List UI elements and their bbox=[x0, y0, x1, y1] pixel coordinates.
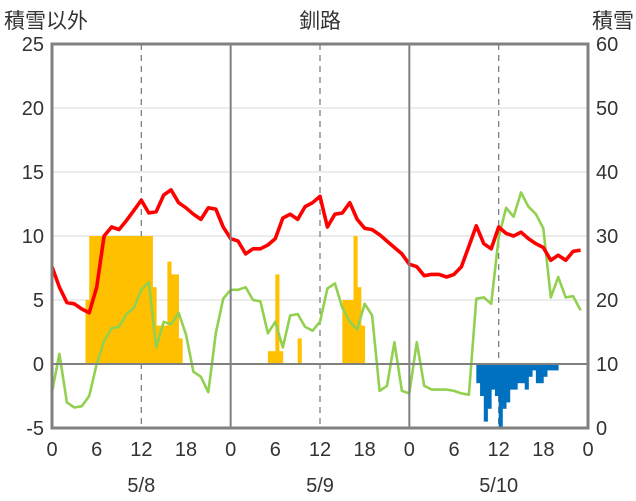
precip-bar bbox=[349, 300, 354, 364]
x-tick-label: 12 bbox=[130, 439, 152, 461]
precip-bar bbox=[178, 338, 183, 364]
precip-bar bbox=[111, 236, 116, 364]
day-label: 5/9 bbox=[306, 475, 334, 497]
y-right-tick-label: 40 bbox=[596, 162, 618, 184]
y-right-tick-label: 30 bbox=[596, 226, 618, 248]
snow-depth-bar bbox=[521, 364, 526, 384]
x-tick-label: 18 bbox=[532, 439, 554, 461]
precip-bar bbox=[360, 325, 366, 364]
snow-depth-bar bbox=[532, 364, 537, 371]
day-label: 5/8 bbox=[127, 475, 155, 497]
y-left-tick-label: 25 bbox=[22, 34, 44, 56]
y-left-tick-label: 5 bbox=[33, 290, 44, 312]
precip-bar bbox=[297, 338, 302, 364]
y-right-tick-label: 10 bbox=[596, 354, 618, 376]
x-tick-label: 0 bbox=[582, 439, 593, 461]
precip-bar bbox=[159, 325, 165, 364]
precip-bar bbox=[130, 236, 135, 364]
snow-depth-bar bbox=[506, 364, 511, 403]
precip-bar bbox=[100, 236, 105, 364]
x-tick-label: 6 bbox=[270, 439, 281, 461]
y-right-tick-label: 50 bbox=[596, 98, 618, 120]
precip-bar bbox=[145, 236, 150, 364]
y-right-tick-label: 0 bbox=[596, 418, 607, 440]
x-tick-label: 18 bbox=[354, 439, 376, 461]
precip-bar bbox=[271, 351, 276, 364]
x-tick-label: 6 bbox=[91, 439, 102, 461]
snow-depth-bar bbox=[494, 364, 500, 396]
precip-bar bbox=[346, 300, 351, 364]
precip-bar bbox=[279, 351, 284, 364]
x-tick-label: 18 bbox=[175, 439, 197, 461]
snow-depth-bar bbox=[554, 364, 559, 371]
snow-depth-bar bbox=[480, 364, 485, 396]
precip-bar bbox=[163, 325, 168, 364]
snow-depth-bar bbox=[483, 364, 488, 422]
precip-bar bbox=[353, 236, 358, 364]
plot-border bbox=[50, 42, 590, 430]
snow-depth-bar bbox=[491, 364, 496, 390]
day-label: 5/10 bbox=[479, 475, 518, 497]
precip-bar bbox=[122, 236, 127, 364]
y-left-tick-label: -5 bbox=[26, 418, 44, 440]
precip-bar bbox=[275, 274, 280, 364]
precip-bar bbox=[96, 236, 101, 364]
x-tick-label: 6 bbox=[448, 439, 459, 461]
y-left-tick-label: 15 bbox=[22, 162, 44, 184]
x-tick-label: 0 bbox=[404, 439, 415, 461]
precip-bar bbox=[115, 236, 120, 364]
snow-depth-bar bbox=[539, 364, 544, 384]
precip-bar bbox=[167, 261, 172, 364]
x-tick-label: 0 bbox=[46, 439, 57, 461]
chart-title: 釧路 bbox=[299, 10, 341, 33]
x-tick-label: 12 bbox=[309, 439, 331, 461]
precip-bar bbox=[107, 236, 112, 364]
y-left-tick-label: 10 bbox=[22, 226, 44, 248]
temperature-line bbox=[50, 188, 581, 315]
precip-bar bbox=[267, 351, 273, 364]
precip-bar bbox=[85, 300, 90, 364]
snow-depth-bar bbox=[502, 364, 507, 409]
snow-depth-bar bbox=[524, 364, 529, 390]
precip-bar bbox=[141, 236, 146, 364]
snow-depth-bar bbox=[513, 364, 518, 390]
precip-bar bbox=[126, 236, 131, 364]
snow-depth-bar bbox=[498, 364, 503, 428]
plot-frame bbox=[50, 42, 590, 430]
snow-depth-bar bbox=[528, 364, 533, 377]
snow-depth-bar bbox=[535, 364, 541, 384]
precip-bar bbox=[104, 236, 109, 364]
precip-bar bbox=[92, 236, 98, 364]
snow-depth-bar bbox=[547, 364, 552, 371]
y-right-tick-label: 60 bbox=[596, 34, 618, 56]
y-left-axis-label: 積雪以外 bbox=[4, 10, 88, 33]
snow-depth-bar bbox=[487, 364, 492, 409]
precip-bar bbox=[119, 236, 124, 364]
other-series-line bbox=[50, 191, 582, 409]
y-right-tick-label: 20 bbox=[596, 290, 618, 312]
snow-depth-bar bbox=[543, 364, 548, 377]
snow-depth-bars bbox=[476, 364, 559, 428]
x-tick-label: 0 bbox=[225, 439, 236, 461]
y-left-tick-label: 20 bbox=[22, 98, 44, 120]
snow-depth-bar bbox=[550, 364, 555, 371]
y-left-tick-label: 0 bbox=[33, 354, 44, 376]
precip-bar bbox=[342, 300, 347, 364]
precip-bar bbox=[137, 236, 142, 364]
x-tick-label: 12 bbox=[488, 439, 510, 461]
snow-depth-bar bbox=[517, 364, 522, 384]
snow-depth-bar bbox=[476, 364, 481, 384]
y-right-axis-label: 積雪 bbox=[592, 10, 634, 33]
precip-bar bbox=[174, 274, 179, 364]
snow-depth-bar bbox=[509, 364, 514, 390]
